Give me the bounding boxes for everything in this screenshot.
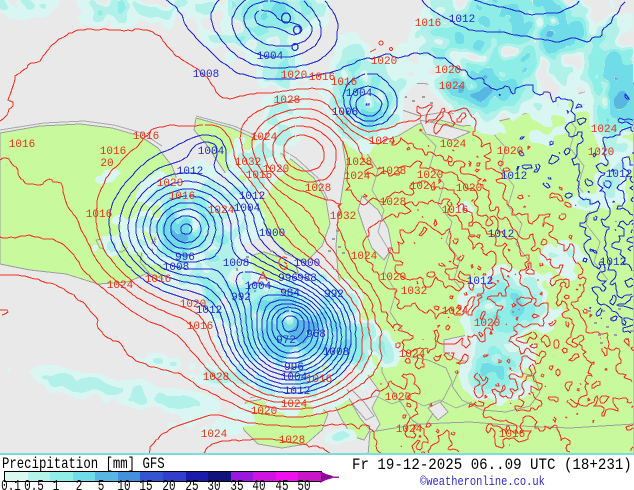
svg-text:1020: 1020: [380, 272, 406, 284]
svg-text:1020: 1020: [281, 70, 307, 82]
svg-text:1028: 1028: [279, 435, 305, 447]
svg-text:1008: 1008: [163, 262, 189, 274]
svg-text:1028: 1028: [380, 166, 406, 178]
svg-text:1016: 1016: [246, 170, 272, 182]
svg-text:1012: 1012: [501, 171, 527, 183]
svg-text:1020: 1020: [456, 183, 482, 195]
svg-text:1032: 1032: [330, 211, 356, 223]
svg-text:1004: 1004: [234, 203, 261, 215]
svg-text:1028: 1028: [380, 197, 406, 209]
svg-text:1004: 1004: [346, 88, 373, 100]
svg-text:1012: 1012: [449, 14, 475, 26]
svg-text:1020: 1020: [371, 56, 397, 68]
svg-text:1024: 1024: [208, 205, 235, 217]
svg-text:1024: 1024: [281, 399, 308, 411]
svg-text:1004: 1004: [257, 51, 284, 63]
svg-text:1004: 1004: [198, 146, 225, 158]
svg-text:1000: 1000: [259, 228, 285, 240]
svg-text:1024: 1024: [107, 280, 134, 292]
svg-text:1016: 1016: [309, 72, 335, 84]
svg-text:1012: 1012: [467, 276, 493, 288]
svg-text:1024: 1024: [399, 349, 426, 361]
svg-text:1024: 1024: [369, 136, 396, 148]
svg-text:1020: 1020: [497, 146, 523, 158]
svg-text:1008: 1008: [193, 69, 219, 81]
svg-text:992: 992: [324, 289, 344, 301]
svg-text:1012: 1012: [239, 191, 265, 203]
svg-text:1032: 1032: [401, 286, 427, 298]
svg-text:1020: 1020: [588, 147, 614, 159]
svg-text:1028: 1028: [203, 372, 229, 384]
svg-text:1016: 1016: [499, 429, 525, 441]
svg-text:1012: 1012: [196, 305, 222, 317]
svg-text:996: 996: [278, 273, 298, 285]
svg-text:1016: 1016: [331, 77, 357, 89]
svg-text:1024: 1024: [251, 132, 278, 144]
svg-text:992: 992: [231, 292, 251, 304]
svg-text:1024: 1024: [591, 124, 618, 136]
svg-text:1016: 1016: [86, 209, 112, 221]
svg-text:1020: 1020: [251, 406, 277, 418]
svg-text:1016: 1016: [145, 274, 171, 286]
svg-text:1012: 1012: [600, 257, 626, 269]
svg-text:1028: 1028: [305, 183, 331, 195]
svg-text:1004: 1004: [281, 372, 308, 384]
svg-text:1028: 1028: [274, 95, 300, 107]
svg-text:1024: 1024: [344, 171, 371, 183]
svg-text:1032: 1032: [235, 157, 261, 169]
svg-text:1008: 1008: [332, 107, 358, 119]
svg-text:1020: 1020: [157, 178, 183, 190]
svg-text:1016: 1016: [100, 146, 126, 158]
svg-text:1024: 1024: [439, 81, 466, 93]
svg-text:1016: 1016: [442, 205, 468, 217]
svg-text:1016: 1016: [415, 18, 441, 30]
svg-text:1012: 1012: [488, 229, 514, 241]
svg-text:1012: 1012: [284, 386, 310, 398]
svg-text:984: 984: [280, 288, 300, 300]
svg-text:1024: 1024: [410, 181, 437, 193]
svg-text:1016: 1016: [169, 191, 195, 203]
svg-text:20: 20: [100, 158, 113, 170]
svg-text:1016: 1016: [133, 131, 159, 143]
svg-text:1020: 1020: [385, 392, 411, 404]
svg-text:1024: 1024: [442, 306, 469, 318]
svg-text:1020: 1020: [474, 318, 500, 330]
svg-text:1000: 1000: [294, 258, 320, 270]
svg-text:1020: 1020: [435, 65, 461, 77]
svg-text:1028: 1028: [346, 157, 372, 169]
svg-text:1012: 1012: [177, 166, 203, 178]
svg-text:988: 988: [297, 273, 317, 285]
svg-text:1020: 1020: [263, 164, 289, 176]
svg-text:1016: 1016: [306, 374, 332, 386]
svg-text:1024: 1024: [440, 139, 467, 151]
svg-text:972: 972: [276, 335, 296, 347]
svg-text:1024: 1024: [351, 251, 378, 263]
svg-text:1008: 1008: [323, 347, 349, 359]
svg-text:996: 996: [284, 362, 304, 374]
svg-text:1008: 1008: [223, 258, 249, 270]
svg-text:1020: 1020: [180, 299, 206, 311]
svg-text:1004: 1004: [245, 281, 272, 293]
svg-text:996: 996: [175, 252, 195, 264]
svg-text:1024: 1024: [396, 424, 423, 436]
svg-text:1024: 1024: [201, 429, 228, 441]
svg-text:1016: 1016: [9, 139, 35, 151]
svg-text:968: 968: [306, 329, 326, 341]
svg-text:1020: 1020: [417, 170, 443, 182]
svg-text:1012: 1012: [606, 169, 632, 181]
svg-text:1016: 1016: [187, 321, 213, 333]
